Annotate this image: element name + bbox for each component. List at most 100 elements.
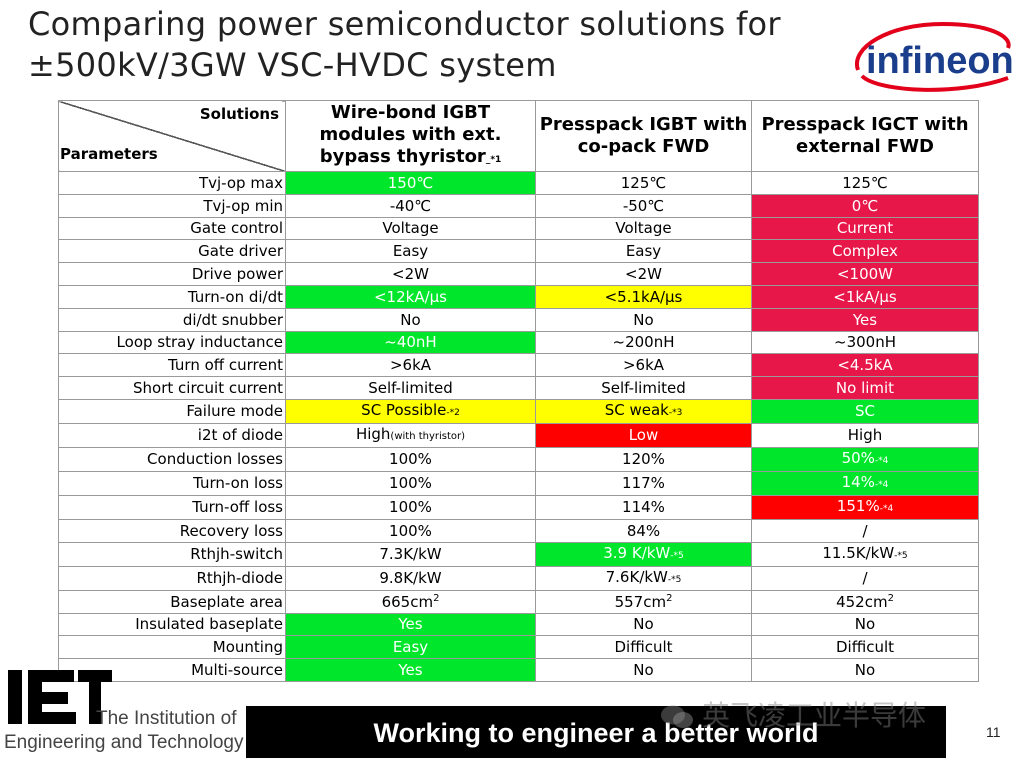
value-text: Voltage [615, 219, 672, 238]
table-row: Conduction losses 100% 120% 50%-*4 [58, 446, 979, 472]
value-cell: 100% [285, 446, 536, 472]
value-cell: -50℃ [535, 193, 752, 218]
value-cell: Voltage [285, 216, 536, 241]
table-row: Gate control Voltage Voltage Current [58, 216, 979, 241]
parameter-label: Recovery loss [58, 518, 286, 543]
value-text: Current [836, 219, 894, 238]
value-text: <2W [625, 265, 662, 284]
title-line-1: Comparing power semiconductor solutions … [28, 5, 781, 43]
value-cell: Yes [751, 307, 979, 332]
footnote-marker: -*2 [446, 407, 460, 418]
value-cell: 120% [535, 446, 752, 472]
value-text: 100% [389, 498, 432, 517]
value-cell: <100W [751, 262, 979, 286]
value-text: No [633, 310, 654, 329]
parameter-label: di/dt snubber [58, 307, 286, 332]
table-row: Mounting Easy Difficult Difficult [58, 635, 979, 660]
footer-banner: Working to engineer a better world [246, 706, 946, 758]
value-cell: SC [751, 398, 979, 424]
table-row: Insulated baseplate Yes No No [58, 612, 979, 637]
value-superscript: 2 [433, 592, 440, 604]
parameter-label: Drive power [58, 262, 286, 286]
solutions-label: Solutions [199, 105, 279, 123]
value-cell: SC weak-*3 [535, 398, 752, 424]
value-text: Yes [398, 661, 423, 680]
parameter-label: Tvj-op min [58, 193, 286, 218]
table-row: Rthjh-switch 7.3K/kW 3.9 K/kW-*5 11.5K/kW-*… [58, 541, 979, 567]
value-cell: High(with thyristor) [285, 422, 536, 448]
value-cell: 84% [535, 518, 752, 543]
header-col1-note: _*1 [485, 154, 502, 165]
iet-logo [8, 670, 112, 724]
value-text: / [862, 569, 868, 588]
table-row: Loop stray inductance ~40nH ~200nH ~300nH [58, 330, 979, 355]
wechat-icon [661, 705, 693, 728]
value-text: 452cm [836, 592, 888, 611]
footnote-marker: -*5 [667, 574, 682, 585]
value-text: Yes [852, 310, 878, 329]
parameter-label: Turn off current [58, 353, 286, 378]
iet-name-line-1: The Institution of [96, 708, 237, 729]
parameter-label: Gate control [58, 216, 286, 241]
header-presspack-igbt: Presspack IGBT with co-pack FWD [535, 100, 752, 172]
value-text: ~200nH [612, 333, 675, 352]
value-text: 11.5K/kW [822, 543, 895, 562]
value-cell: <1kA/µs [751, 284, 979, 309]
value-cell: 117% [535, 470, 752, 496]
value-text: Yes [398, 615, 423, 634]
value-text: 150℃ [387, 173, 434, 192]
value-cell: / [751, 518, 979, 543]
page-number: 11 [986, 724, 1001, 740]
value-text: Easy [392, 638, 429, 657]
table-row: Tvj-op max 150℃ 125℃ 125℃ [58, 171, 979, 195]
value-text: 100% [389, 521, 432, 540]
watermark: 英飞凌工业半导体 [660, 694, 926, 734]
value-cell: ~200nH [535, 330, 752, 355]
value-cell: <12kA/µs [285, 284, 536, 309]
value-text: -50℃ [622, 196, 665, 215]
table-row: Recovery loss 100% 84% / [58, 518, 979, 543]
value-text: 117% [622, 474, 665, 493]
value-text: <12kA/µs [373, 287, 447, 306]
value-cell: 7.6K/kW-*5 [535, 565, 752, 591]
value-cell: Yes [285, 658, 536, 682]
value-text: Self-limited [601, 379, 686, 398]
value-cell: <2W [535, 262, 752, 286]
table-row: Tvj-op min -40℃ -50℃ 0℃ [58, 193, 979, 218]
iet-name-line-2: Engineering and Technology [4, 732, 244, 753]
slide-title: Comparing power semiconductor solutions … [28, 4, 828, 86]
footnote-marker: -*5 [894, 550, 908, 561]
value-text: 7.3K/kW [379, 545, 442, 564]
value-cell: 0℃ [751, 193, 979, 218]
value-cell: -40℃ [285, 193, 536, 218]
footnote-marker: -*3 [668, 407, 683, 418]
value-text: 100% [389, 474, 432, 493]
parameter-label: Loop stray inductance [58, 330, 286, 355]
value-cell: 9.8K/kW [285, 565, 536, 591]
value-cell: 125℃ [535, 171, 752, 195]
table-body: Tvj-op max 150℃ 125℃ 125℃ Tvj-op min -40℃ -50℃… [58, 171, 979, 682]
value-cell: ~40nH [285, 330, 536, 355]
value-cell: No [535, 612, 752, 637]
value-cell: No [285, 307, 536, 332]
value-superscript: 2 [666, 592, 673, 604]
value-cell: <5.1kA/µs [535, 284, 752, 309]
table-row: Turn-on loss 100% 117% 14%-*4 [58, 470, 979, 496]
value-text: / [862, 521, 868, 540]
value-text: Easy [392, 242, 429, 261]
value-text: -40℃ [389, 196, 432, 215]
value-text: High [847, 426, 883, 445]
table-row: Short circuit current Self-limited Self-li… [58, 376, 979, 400]
value-cell: 100% [285, 470, 536, 496]
value-cell: 11.5K/kW-*5 [751, 541, 979, 567]
value-text: SC [855, 402, 875, 421]
header-corner: Solutions Parameters [58, 100, 286, 172]
value-text: Self-limited [368, 379, 453, 398]
value-cell: No [751, 658, 979, 682]
value-cell: 452cm2 [751, 589, 979, 614]
value-cell: 14%-*4 [751, 470, 979, 496]
parameter-label: Short circuit current [58, 376, 286, 400]
value-cell: No [535, 307, 752, 332]
value-text: 125℃ [842, 173, 888, 192]
parameter-label: Rthjh-diode [58, 565, 286, 591]
